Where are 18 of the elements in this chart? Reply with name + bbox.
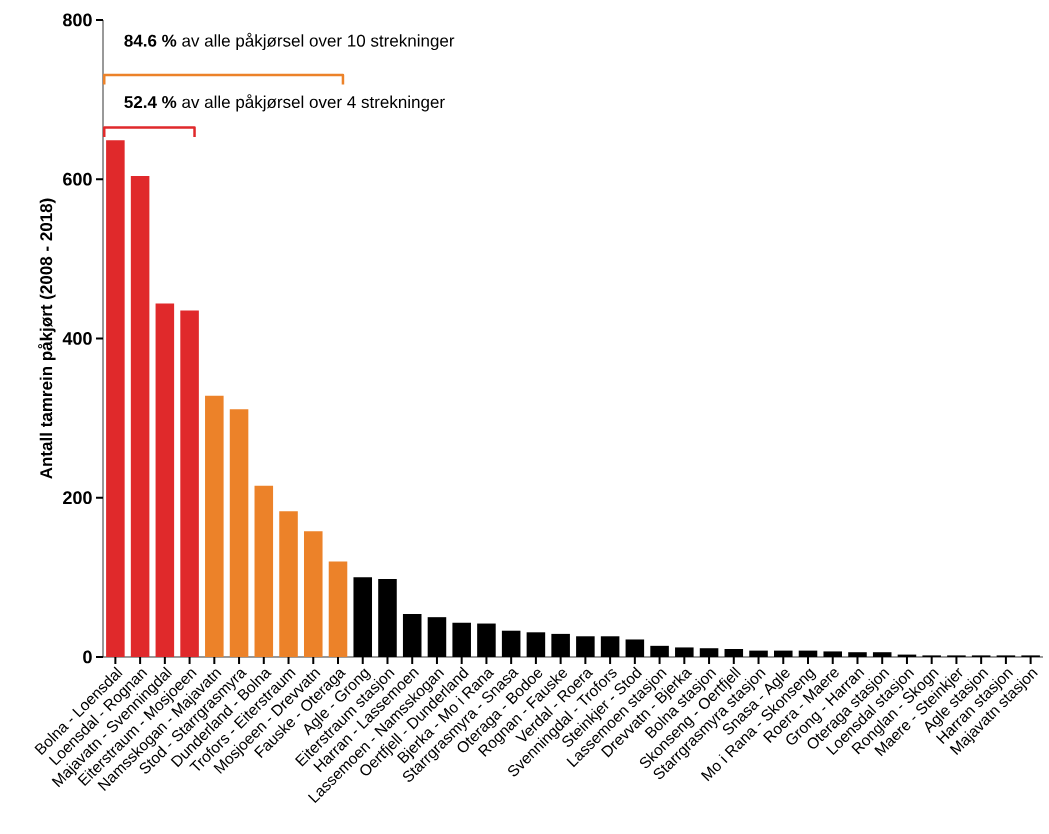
bar [106, 140, 125, 657]
annotation: 84.6 % av alle påkjørsel over 10 strekninger [124, 32, 455, 51]
bar [328, 561, 348, 657]
bar [303, 531, 323, 657]
bar [229, 409, 249, 657]
annotation: 52.4 % av alle påkjørsel over 4 strekninger [124, 94, 445, 112]
bar [155, 303, 175, 657]
y-tick-label: 0 [83, 650, 92, 664]
y-axis-title: Antall tamrein påkjørt (2008 - 2018) [38, 198, 56, 479]
bar [279, 511, 298, 657]
bar [180, 310, 199, 657]
y-tick-label: 600 [63, 172, 92, 186]
bar [254, 485, 274, 657]
y-tick-label: 400 [62, 332, 92, 345]
y-tick-label: 800 [63, 13, 92, 27]
bar [130, 176, 150, 657]
bar [205, 395, 224, 657]
y-tick-label: 200 [63, 491, 92, 505]
